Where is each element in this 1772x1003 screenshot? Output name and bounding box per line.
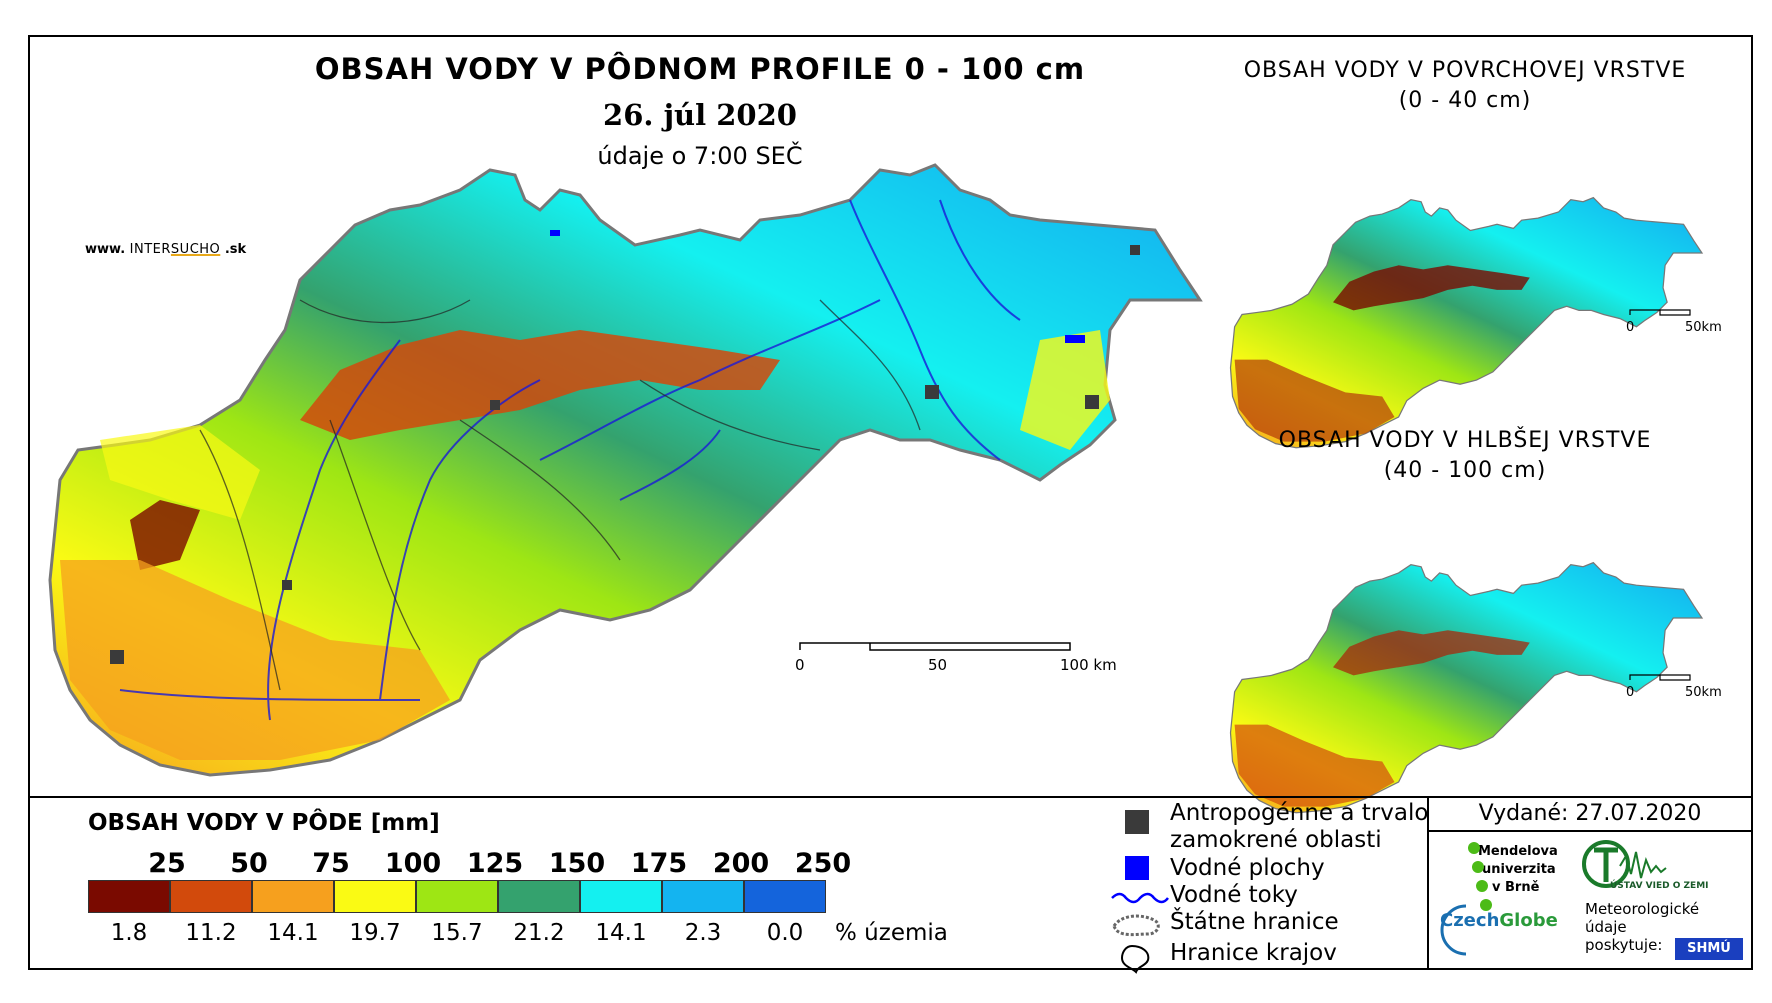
main-map-title: OBSAH VODY V PÔDNOM PROFILE 0 - 100 cm — [314, 52, 1086, 86]
legend-percent: 14.1 — [595, 920, 647, 946]
rivers-symbol — [1111, 892, 1169, 904]
mendel-dots-icon — [1468, 842, 1492, 911]
main-map-country — [48, 163, 1203, 777]
website-prefix: www. — [85, 242, 126, 257]
legend-divider — [28, 796, 1753, 798]
surface-scalebar — [1629, 309, 1691, 316]
legend-swatch — [498, 880, 580, 913]
legend-percent: 21.2 — [513, 920, 565, 946]
anthropogenic-label-2: zamokrené oblasti — [1170, 827, 1382, 853]
legend-swatch — [252, 880, 334, 913]
main-scalebar-100: 100 km — [1060, 656, 1117, 674]
deep-map-title-1: OBSAH VODY V HLBŠEJ VRSTVE — [1278, 428, 1652, 453]
legend-percent: 15.7 — [431, 920, 483, 946]
legend-threshold: 200 — [712, 848, 770, 879]
deep-scalebar — [1629, 674, 1691, 681]
percent-unit: % územia — [835, 920, 948, 946]
water-bodies-label: Vodné plochy — [1170, 855, 1325, 881]
deep-map — [1229, 562, 1703, 814]
legend-threshold: 125 — [466, 848, 524, 879]
deep-scalebar-50: 50km — [1685, 685, 1722, 700]
legend-swatch — [662, 880, 744, 913]
legend-swatch — [416, 880, 498, 913]
main-map-time-note: údaje o 7:00 SEČ — [597, 142, 803, 170]
water-bodies-swatch — [1125, 856, 1149, 880]
anthropogenic-swatch — [1125, 810, 1149, 834]
legend-percent: 2.3 — [684, 920, 722, 946]
legend-title: OBSAH VODY V PÔDE [mm] — [88, 810, 440, 836]
surface-map — [1229, 197, 1703, 449]
state-border-symbol — [1112, 914, 1160, 937]
legend-swatch — [170, 880, 252, 913]
meteo-credit: Meteorologické údaje poskytuje: — [1585, 900, 1700, 954]
anthropogenic-label-1: Antropogénne a trvalo — [1170, 800, 1429, 826]
website-label[interactable]: www. INTERSUCHO .sk — [85, 242, 246, 257]
issue-divider — [1427, 796, 1429, 970]
deep-map-title-2: (40 - 100 cm) — [1383, 458, 1547, 483]
legend-threshold: 75 — [312, 848, 350, 879]
main-scalebar — [799, 642, 1071, 651]
surface-scalebar-50: 50km — [1685, 320, 1722, 335]
region-border-label: Hranice krajov — [1170, 940, 1337, 966]
legend-swatch — [334, 880, 416, 913]
main-map-date: 26. júl 2020 — [603, 98, 797, 132]
region-border-symbol — [1120, 944, 1150, 974]
legend-swatch — [580, 880, 662, 913]
main-scalebar-50: 50 — [928, 656, 947, 674]
czechglobe-logo[interactable]: CzechGlobe — [1440, 910, 1558, 931]
website-suffix: .sk — [224, 242, 247, 257]
legend-percent: 14.1 — [267, 920, 319, 946]
website-brand: INTERSUCHO — [129, 242, 221, 257]
legend-percent: 0.0 — [766, 920, 804, 946]
main-scalebar-0: 0 — [795, 656, 805, 674]
issue-date: Vydané: 27.07.2020 — [1429, 797, 1751, 832]
legend-threshold: 150 — [548, 848, 606, 879]
legend-threshold: 175 — [630, 848, 688, 879]
legend-swatch — [88, 880, 170, 913]
shmu-logo[interactable]: SHMÚ — [1675, 938, 1743, 960]
legend-threshold: 50 — [230, 848, 268, 879]
czechglobe-arc-icon — [1440, 904, 1467, 956]
ustav-label: ÚSTAV VIED O ZEMI — [1610, 881, 1709, 891]
mendel-logo[interactable]: Mendelova univerzita v Brně — [1478, 844, 1558, 895]
ustav-logo-icon[interactable] — [1580, 838, 1690, 898]
deep-scalebar-0: 0 — [1626, 685, 1634, 700]
legend-swatch — [744, 880, 826, 913]
surface-scalebar-0: 0 — [1626, 320, 1634, 335]
legend-percent: 11.2 — [185, 920, 237, 946]
legend-percent: 1.8 — [110, 920, 148, 946]
legend-threshold: 25 — [148, 848, 186, 879]
legend-threshold: 250 — [794, 848, 852, 879]
surface-map-title-2: (0 - 40 cm) — [1398, 88, 1532, 113]
rivers-label: Vodné toky — [1170, 882, 1298, 908]
surface-map-title-1: OBSAH VODY V POVRCHOVEJ VRSTVE — [1243, 58, 1687, 83]
state-border-label: Štátne hranice — [1170, 909, 1339, 935]
legend-percent: 19.7 — [349, 920, 401, 946]
line-symbols — [1111, 892, 1169, 974]
legend-threshold: 100 — [384, 848, 442, 879]
